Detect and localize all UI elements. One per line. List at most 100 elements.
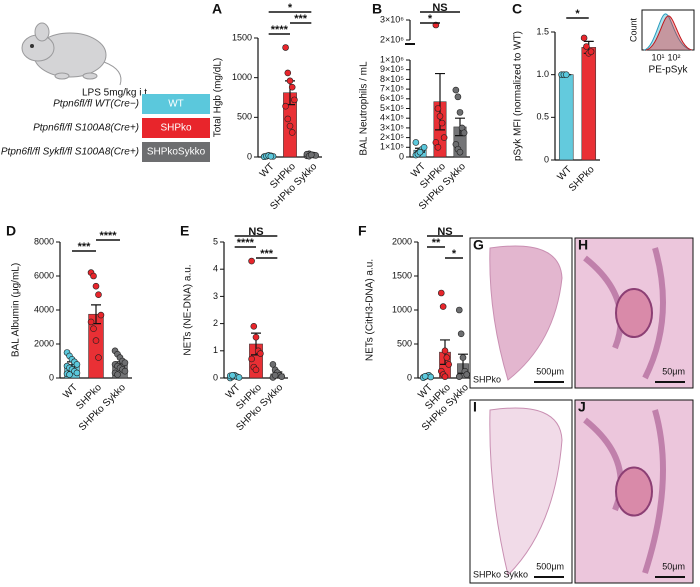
data-point — [271, 371, 279, 379]
y-tick-label: 4×10⁵ — [380, 113, 404, 123]
legend-genotype: Ptpn6fl/fl WT(Cre−) — [53, 99, 139, 110]
image-caption: SHPko Sykko — [473, 569, 528, 579]
data-point — [90, 272, 97, 280]
scale-label: 500μm — [536, 561, 564, 571]
y-tick-label: 3×10⁶ — [380, 14, 404, 24]
significance-label: **** — [99, 230, 117, 242]
inset-x-label: PE-pSyk — [649, 65, 689, 76]
data-point — [583, 43, 590, 50]
vessel — [615, 288, 653, 338]
y-tick-label: 3×10⁵ — [380, 122, 404, 132]
data-point — [439, 303, 447, 310]
data-point — [421, 372, 429, 380]
legend-genotype: Ptpn6fl/fl S100A8(Cre+) — [33, 123, 139, 134]
y-tick-label: 6000 — [34, 270, 54, 280]
data-point — [95, 354, 102, 361]
data-point — [248, 355, 255, 363]
data-point — [437, 289, 445, 297]
data-point — [73, 369, 81, 377]
panel-letter: B — [372, 1, 382, 17]
y-tick-label: 0.5 — [536, 112, 549, 122]
data-point — [441, 347, 449, 355]
data-point — [252, 333, 260, 341]
panel-letter: H — [578, 237, 588, 253]
mouse-eye — [30, 44, 34, 48]
inset-x-tick: 10² — [667, 52, 680, 62]
data-point — [252, 366, 260, 374]
significance-label: ** — [432, 237, 441, 249]
y-tick-label: 1.0 — [536, 69, 549, 79]
y-tick-label: 1000 — [392, 304, 412, 314]
scale-label: 50μm — [662, 561, 685, 571]
data-point — [73, 361, 81, 368]
legend-label: SHPkoSykko — [147, 147, 206, 158]
significance-label: **** — [271, 24, 289, 36]
data-point — [291, 96, 298, 104]
y-tick-label: 6×10⁵ — [380, 93, 404, 103]
y-tick-label: 1000 — [232, 72, 252, 82]
y-tick-label: 1×10⁵ — [380, 142, 404, 152]
data-point — [97, 311, 105, 319]
data-point — [441, 373, 449, 380]
data-point — [434, 105, 442, 112]
data-point — [284, 69, 292, 77]
treatment: LPS 5mg/kg i.t. — [82, 88, 150, 99]
x-tick-label: SHPko — [567, 164, 597, 194]
inset-curve-shp — [645, 15, 693, 51]
data-point — [427, 373, 435, 381]
significance-label: *** — [294, 13, 308, 25]
y-tick-label: 2×10⁶ — [380, 34, 404, 44]
data-point — [457, 330, 465, 338]
data-point — [436, 112, 444, 120]
data-point — [286, 77, 294, 85]
data-point — [95, 291, 102, 299]
data-point — [452, 86, 460, 94]
legend-swatch — [142, 94, 210, 114]
data-point — [121, 359, 129, 367]
lung-section — [489, 245, 563, 381]
data-point — [445, 361, 453, 368]
panel-letter: I — [473, 399, 477, 415]
data-point — [92, 337, 100, 344]
y-tick-label: 2×10⁵ — [380, 132, 404, 142]
y-tick-label: 0 — [407, 372, 412, 382]
y-tick-label: 1500 — [232, 32, 252, 42]
panel-letter: D — [6, 223, 16, 239]
data-point — [229, 371, 236, 379]
y-tick-label: 500 — [397, 338, 412, 348]
data-point — [92, 282, 100, 290]
data-point — [562, 71, 570, 78]
panel-letter: J — [578, 399, 586, 415]
significance-label: *** — [260, 248, 274, 260]
y-tick-label: 1 — [213, 345, 218, 355]
significance-label: * — [428, 13, 433, 25]
data-point — [284, 115, 292, 123]
data-point — [235, 374, 243, 381]
y-tick-label: 0 — [247, 151, 252, 161]
lung-section — [489, 407, 563, 576]
significance-label: * — [452, 248, 457, 260]
data-point — [460, 129, 468, 137]
data-point — [443, 354, 451, 361]
y-tick-label: 0 — [213, 372, 218, 382]
panel-letter: F — [358, 223, 367, 239]
data-point — [587, 48, 595, 55]
data-point — [286, 122, 294, 130]
x-tick-label: WT — [61, 382, 80, 401]
panel-letter: C — [512, 1, 522, 17]
data-point — [248, 257, 255, 265]
significance-label: **** — [237, 237, 255, 249]
data-point — [438, 119, 446, 127]
image-caption: SHPko — [473, 374, 501, 384]
data-point — [288, 83, 296, 91]
y-tick-label: 5 — [213, 236, 218, 246]
data-point — [308, 151, 315, 159]
legend-genotype: Ptpn6fl/fl Sykfl/fl S100A8(Cre+) — [1, 147, 139, 158]
data-point — [456, 109, 464, 116]
data-point — [282, 44, 289, 51]
data-point — [90, 325, 97, 333]
y-tick-label: 3 — [213, 291, 218, 301]
significance-label: NS — [437, 226, 452, 238]
y-tick-label: 1.5 — [536, 26, 549, 36]
y-axis-label: NETs (NE-DNA) a.u. — [183, 264, 194, 355]
